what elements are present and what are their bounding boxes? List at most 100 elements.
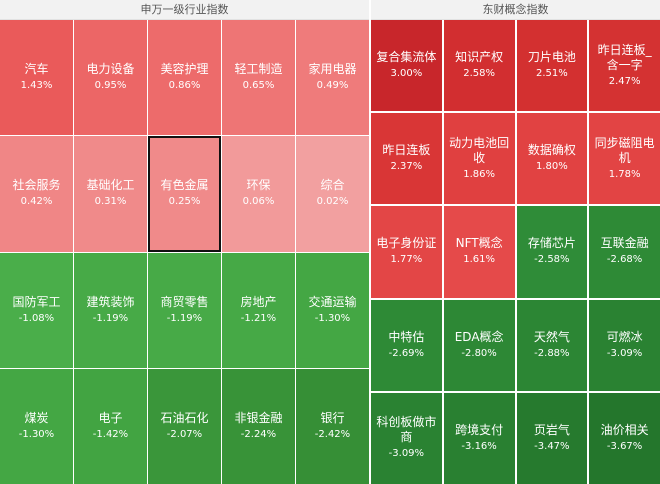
tile-name: 美容护理 xyxy=(160,62,209,77)
heatmap-tile[interactable]: 中特估 -2.69% xyxy=(371,299,442,391)
tile-change-percent: -3.67% xyxy=(606,440,643,452)
tile-change-percent: 0.31% xyxy=(94,196,127,208)
heatmap-tile[interactable]: 综合 0.02% xyxy=(296,136,369,252)
tile-change-percent: -2.24% xyxy=(240,428,277,440)
tile-name: 知识产权 xyxy=(455,50,504,65)
heatmap-tile[interactable]: 银行 -2.42% xyxy=(296,368,369,484)
heatmap-tile[interactable]: 刀片电池 2.51% xyxy=(516,20,588,112)
heatmap-tile[interactable]: 油价相关 -3.67% xyxy=(589,392,660,484)
tile-change-percent: 0.95% xyxy=(94,80,127,92)
tile-name: 汽车 xyxy=(24,62,49,77)
tile-name: 同步磁阻电机 xyxy=(594,135,655,165)
tile-name: 互联金融 xyxy=(600,236,649,251)
tile-change-percent: -3.09% xyxy=(388,448,425,460)
heatmap-tile[interactable]: 电子 -1.42% xyxy=(74,368,147,484)
heatmap-tile[interactable]: 煤炭 -1.30% xyxy=(0,368,73,484)
heatmap-tile[interactable]: 有色金属 0.25% xyxy=(148,136,221,252)
tile-change-percent: -1.30% xyxy=(314,312,351,324)
tile-name: 昨日连板 xyxy=(382,143,431,158)
tile-name: EDA概念 xyxy=(454,329,504,344)
heatmap-tile[interactable]: 美容护理 0.86% xyxy=(148,20,221,136)
tile-change-percent: -1.19% xyxy=(166,312,203,324)
tile-change-percent: -3.09% xyxy=(606,347,643,359)
heatmap-tile[interactable]: 知识产权 2.58% xyxy=(443,20,515,112)
tile-change-percent: 0.86% xyxy=(168,80,201,92)
tile-name: 国防军工 xyxy=(12,294,61,309)
tile-change-percent: 2.51% xyxy=(535,68,568,80)
tile-change-percent: -2.07% xyxy=(166,428,203,440)
heatmap-tile[interactable]: 同步磁阻电机 1.78% xyxy=(589,113,660,205)
heatmap-tile[interactable]: 存储芯片 -2.58% xyxy=(516,206,588,298)
heatmap-tile[interactable]: 昨日连板 2.37% xyxy=(371,113,442,205)
tile-change-percent: 1.86% xyxy=(463,168,496,180)
tile-name: 科创板做市商 xyxy=(376,415,437,445)
tile-name: 中特估 xyxy=(388,329,425,344)
tile-change-percent: 1.80% xyxy=(535,161,568,173)
heatmap-tile[interactable]: 社会服务 0.42% xyxy=(0,136,73,252)
tile-name: 环保 xyxy=(246,178,271,193)
heatmap-tile[interactable]: 跨境支付 -3.16% xyxy=(443,392,515,484)
tile-change-percent: 2.37% xyxy=(390,161,423,173)
heatmap-tile[interactable]: 家用电器 0.49% xyxy=(296,20,369,136)
tile-change-percent: 0.06% xyxy=(242,196,275,208)
tile-change-percent: -1.21% xyxy=(240,312,277,324)
heatmap-tile[interactable]: 基础化工 0.31% xyxy=(74,136,147,252)
heatmap-tile[interactable]: 国防军工 -1.08% xyxy=(0,252,73,368)
heatmap-tile[interactable]: EDA概念 -2.80% xyxy=(443,299,515,391)
em-concept-title: 东财概念指数 xyxy=(371,0,660,20)
heatmap-tile[interactable]: 非银金融 -2.24% xyxy=(222,368,295,484)
heatmap-tile[interactable]: 数据确权 1.80% xyxy=(516,113,588,205)
heatmap-tile[interactable]: 可燃冰 -3.09% xyxy=(589,299,660,391)
heatmap-tile[interactable]: NFT概念 1.61% xyxy=(443,206,515,298)
tile-name: 存储芯片 xyxy=(527,236,576,251)
tile-change-percent: -2.69% xyxy=(388,347,425,359)
heatmap-tile[interactable]: 环保 0.06% xyxy=(222,136,295,252)
heatmap-tile[interactable]: 昨日连板_含一字 2.47% xyxy=(589,20,660,112)
tile-change-percent: -3.47% xyxy=(534,440,570,452)
tile-name: 家用电器 xyxy=(308,62,357,77)
tile-change-percent: -1.08% xyxy=(18,312,55,324)
tile-change-percent: -2.42% xyxy=(314,428,351,440)
tile-name: 页岩气 xyxy=(533,422,570,437)
heatmap-tile[interactable]: 汽车 1.43% xyxy=(0,20,73,136)
tile-change-percent: 2.47% xyxy=(608,75,641,87)
em-concept-panel: 东财概念指数 复合集流体 3.00% 知识产权 2.58% 刀片电池 2.51% 昨日连板_… xyxy=(371,0,660,484)
heatmap-tile[interactable]: 轻工制造 0.65% xyxy=(222,20,295,136)
tile-change-percent: 1.77% xyxy=(390,254,423,266)
heatmap-tile[interactable]: 互联金融 -2.68% xyxy=(589,206,660,298)
tile-name: 基础化工 xyxy=(86,178,135,193)
tile-name: NFT概念 xyxy=(455,236,503,251)
heatmap-tile[interactable]: 石油石化 -2.07% xyxy=(148,368,221,484)
tile-name: 非银金融 xyxy=(234,410,283,425)
heatmap-tile[interactable]: 科创板做市商 -3.09% xyxy=(371,392,442,484)
tile-change-percent: -2.80% xyxy=(461,347,497,359)
heatmap-tile[interactable]: 交通运输 -1.30% xyxy=(296,252,369,368)
tile-name: 油价相关 xyxy=(600,422,649,437)
heatmap-tile[interactable]: 页岩气 -3.47% xyxy=(516,392,588,484)
tile-change-percent: 0.02% xyxy=(316,196,349,208)
heatmap-tile[interactable]: 建筑装饰 -1.19% xyxy=(74,252,147,368)
tile-change-percent: 1.78% xyxy=(608,168,641,180)
tile-name: 动力电池回收 xyxy=(449,135,510,165)
heatmap-tile[interactable]: 电子身份证 1.77% xyxy=(371,206,442,298)
tile-name: 房地产 xyxy=(240,294,277,309)
tile-change-percent: -2.68% xyxy=(606,254,643,266)
sw-industry-title: 申万一级行业指数 xyxy=(0,0,369,20)
heatmap-tile[interactable]: 动力电池回收 1.86% xyxy=(443,113,515,205)
heatmap-tile[interactable]: 房地产 -1.21% xyxy=(222,252,295,368)
heatmap-tile[interactable]: 商贸零售 -1.19% xyxy=(148,252,221,368)
sw-industry-panel: 申万一级行业指数 汽车 1.43% 电力设备 0.95% 美容护理 0.86% 轻工制造 0.… xyxy=(0,0,369,484)
tile-change-percent: -1.42% xyxy=(92,428,129,440)
tile-name: 跨境支付 xyxy=(455,422,504,437)
tile-change-percent: 2.58% xyxy=(463,68,496,80)
tile-name: 综合 xyxy=(320,178,345,193)
tile-change-percent: 0.65% xyxy=(242,80,275,92)
tile-name: 昨日连板_含一字 xyxy=(597,42,652,72)
heatmap-tile[interactable]: 复合集流体 3.00% xyxy=(371,20,442,112)
tile-name: 轻工制造 xyxy=(234,62,283,77)
tile-change-percent: -2.58% xyxy=(534,254,570,266)
heatmap-tile[interactable]: 电力设备 0.95% xyxy=(74,20,147,136)
heatmap-tile[interactable]: 天然气 -2.88% xyxy=(516,299,588,391)
tile-name: 天然气 xyxy=(533,329,570,344)
tile-change-percent: 1.43% xyxy=(20,80,53,92)
